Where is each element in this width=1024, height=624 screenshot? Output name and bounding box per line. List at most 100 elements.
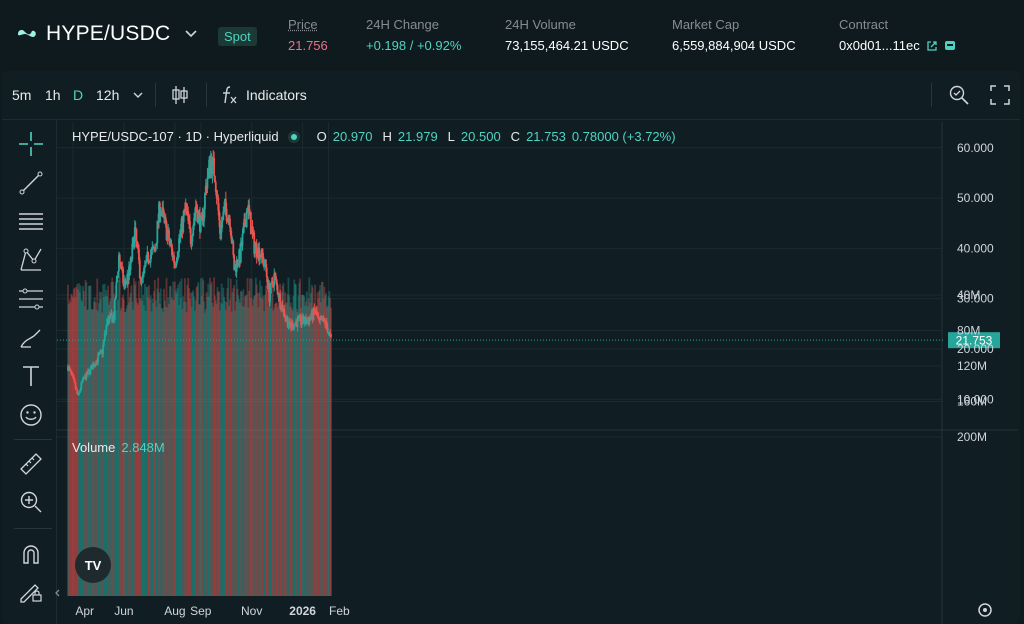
candle [145, 255, 148, 263]
market-status-dot-icon [287, 130, 300, 143]
candle [317, 316, 320, 318]
candle [236, 260, 239, 266]
volume-bar [167, 297, 170, 596]
volume-bar [143, 284, 146, 596]
candle [134, 226, 137, 229]
volume-bar [105, 290, 108, 596]
candle [309, 318, 312, 320]
volume-bar [305, 301, 307, 596]
candle [215, 191, 218, 199]
candle [275, 275, 277, 280]
y-tick-label: 60.000 [957, 141, 994, 155]
candle [89, 367, 92, 374]
price-chart[interactable]: 21.753 60.000 50.000 40.000 30.000 20.000 10.0… [2, 71, 1020, 624]
volume-bar [269, 300, 271, 596]
candle [294, 323, 297, 325]
fib-retracement-icon[interactable] [18, 286, 44, 312]
volume-bar [92, 309, 94, 596]
volume-bar [293, 279, 296, 596]
volume-bar [134, 281, 137, 596]
volume-tick-label: 200M [957, 430, 987, 444]
candle [308, 318, 311, 324]
trend-line-icon[interactable] [18, 170, 44, 196]
volume-bar [310, 284, 313, 596]
fullscreen-icon[interactable] [990, 85, 1010, 105]
interval-chevron-down-icon[interactable] [133, 91, 143, 99]
volume-bar [325, 307, 328, 596]
candle [143, 268, 145, 272]
volume-bar [150, 311, 153, 596]
volume-bar [116, 298, 119, 596]
magnet-icon[interactable] [18, 541, 44, 567]
indicators-button[interactable]: Indicators [246, 87, 307, 103]
volume-bar [257, 307, 260, 596]
x-tick-label: Nov [241, 604, 262, 618]
volume-value: 2.848M [121, 440, 165, 455]
volume-tick-label: 160M [957, 395, 987, 409]
candlestick-chart-type-icon[interactable] [171, 84, 189, 106]
volume-bar [189, 299, 191, 596]
settings-gear-icon[interactable] [978, 603, 992, 617]
candle [115, 281, 118, 298]
candle [251, 227, 254, 233]
candle [289, 321, 291, 325]
volume-bar [194, 300, 197, 596]
volume-bar [266, 278, 269, 596]
volume-bar [270, 295, 273, 596]
volume-bar [69, 302, 72, 596]
candle [329, 332, 332, 335]
copy-icon[interactable] [944, 40, 956, 51]
candle [302, 315, 305, 324]
volume-bar [108, 301, 111, 596]
ruler-icon[interactable] [18, 451, 44, 477]
volume-bar [187, 278, 190, 596]
interval-5m[interactable]: 5m [12, 87, 32, 103]
scroll-left-chevron-icon[interactable] [55, 589, 60, 597]
volume-bar [221, 303, 224, 596]
interval-1h[interactable]: 1h [45, 87, 61, 103]
screenshot-zoom-icon[interactable] [948, 84, 970, 106]
volume-bar [298, 282, 301, 596]
interval-12h[interactable]: 12h [96, 87, 120, 103]
volume-bar [254, 277, 257, 596]
volume-bar [220, 283, 223, 596]
candle [293, 323, 296, 328]
candle [204, 185, 207, 194]
zoom-in-icon[interactable] [18, 489, 44, 515]
volume-bar [91, 309, 94, 596]
volume-bar [135, 298, 138, 596]
text-tool-icon[interactable] [18, 363, 44, 389]
volume-bar [186, 285, 189, 596]
candle [165, 221, 168, 240]
volume-bar [271, 286, 274, 596]
candle [197, 211, 200, 223]
contract-address[interactable]: 0x0d01...11ec [839, 38, 920, 53]
lock-drawing-icon[interactable] [18, 578, 44, 604]
volume-bar [188, 288, 190, 596]
volume-bar [174, 290, 177, 596]
volume-bar [306, 306, 309, 596]
volume-bar [210, 281, 213, 596]
volume-bar [273, 307, 276, 596]
pattern-tool-icon[interactable] [18, 247, 44, 273]
candle [171, 248, 174, 257]
function-fx-icon[interactable] [220, 85, 240, 105]
volume-bar [152, 303, 155, 596]
volume-bar [294, 283, 297, 596]
volume-bar [310, 293, 312, 596]
horizontal-lines-icon[interactable] [18, 208, 44, 234]
crosshair-icon[interactable] [18, 131, 44, 157]
external-link-icon[interactable] [926, 40, 938, 52]
volume-bar [199, 304, 201, 596]
pair-selector[interactable]: HYPE/USDC [16, 22, 198, 46]
tradingview-logo[interactable]: TV [75, 547, 111, 583]
brush-icon[interactable] [18, 325, 44, 351]
volume-bar [253, 295, 256, 596]
candle [158, 202, 161, 216]
candle [178, 235, 181, 239]
volume-bar [157, 277, 160, 596]
emoji-icon[interactable] [18, 402, 44, 428]
interval-d[interactable]: D [73, 87, 84, 103]
candle [76, 389, 79, 394]
stat-label: Price [288, 17, 318, 32]
